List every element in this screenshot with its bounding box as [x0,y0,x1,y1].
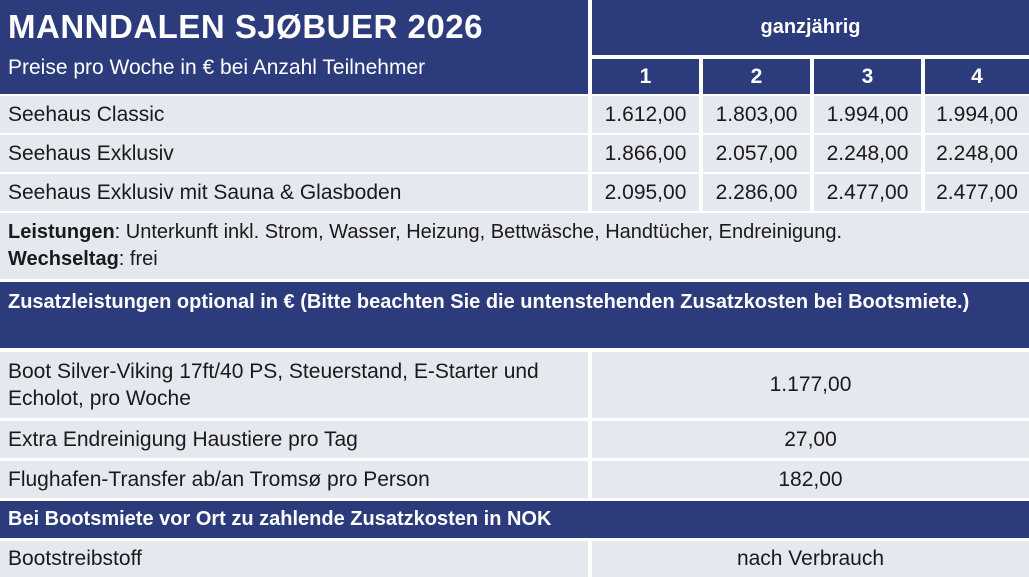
price-cell: 1.612,00 [592,96,699,133]
participants-col-2: 2 [703,59,810,94]
extras-heading: Zusatzleistungen optional in € (Bitte be… [0,282,1029,348]
extra-row-value: 1.177,00 [592,352,1029,418]
services-label: Leistungen [8,221,115,243]
price-row-name: Seehaus Exklusiv [0,135,588,172]
page-title: MANNDALEN SJØBUER 2026 [8,8,483,45]
participants-col-3: 3 [814,59,921,94]
title-block: MANNDALEN SJØBUER 2026 Preise pro Woche … [0,0,588,94]
changeday-line: Wechseltag: frei [8,246,1021,273]
extra-row-name: Extra Endreinigung Haustiere pro Tag [0,421,588,458]
local-costs-heading: Bei Bootsmiete vor Ort zu zahlende Zusat… [0,501,1029,538]
services-text: : Unterkunft inkl. Strom, Wasser, Heizun… [114,221,843,243]
price-cell: 2.286,00 [703,174,810,211]
changeday-label: Wechseltag [8,248,119,270]
local-cost-value: nach Verbrauch [592,541,1029,577]
price-cell: 2.477,00 [814,174,921,211]
price-cell: 1.803,00 [703,96,810,133]
price-cell: 2.477,00 [925,174,1029,211]
price-cell: 2.248,00 [814,135,921,172]
price-cell: 1.866,00 [592,135,699,172]
extra-row-name: Boot Silver-Viking 17ft/40 PS, Steuersta… [0,352,588,418]
extra-row-name: Flughafen-Transfer ab/an Tromsø pro Pers… [0,461,588,498]
page-subtitle: Preise pro Woche in € bei Anzahl Teilneh… [8,56,426,79]
services-block: Leistungen: Unterkunft inkl. Strom, Wass… [0,213,1029,279]
price-cell: 2.095,00 [592,174,699,211]
changeday-text: : frei [118,248,158,270]
price-cell: 1.994,00 [925,96,1029,133]
price-cell: 2.057,00 [703,135,810,172]
participants-col-4: 4 [925,59,1029,94]
price-row-name: Seehaus Exklusiv mit Sauna & Glasboden [0,174,588,211]
price-cell: 1.994,00 [814,96,921,133]
extra-row-value: 182,00 [592,461,1029,498]
extra-row-value: 27,00 [592,421,1029,458]
participants-col-1: 1 [592,59,699,94]
season-header: ganzjährig [592,0,1029,55]
price-row-name: Seehaus Classic [0,96,588,133]
local-cost-name: Bootstreibstoff [0,541,588,577]
price-cell: 2.248,00 [925,135,1029,172]
services-line: Leistungen: Unterkunft inkl. Strom, Wass… [8,219,1021,246]
